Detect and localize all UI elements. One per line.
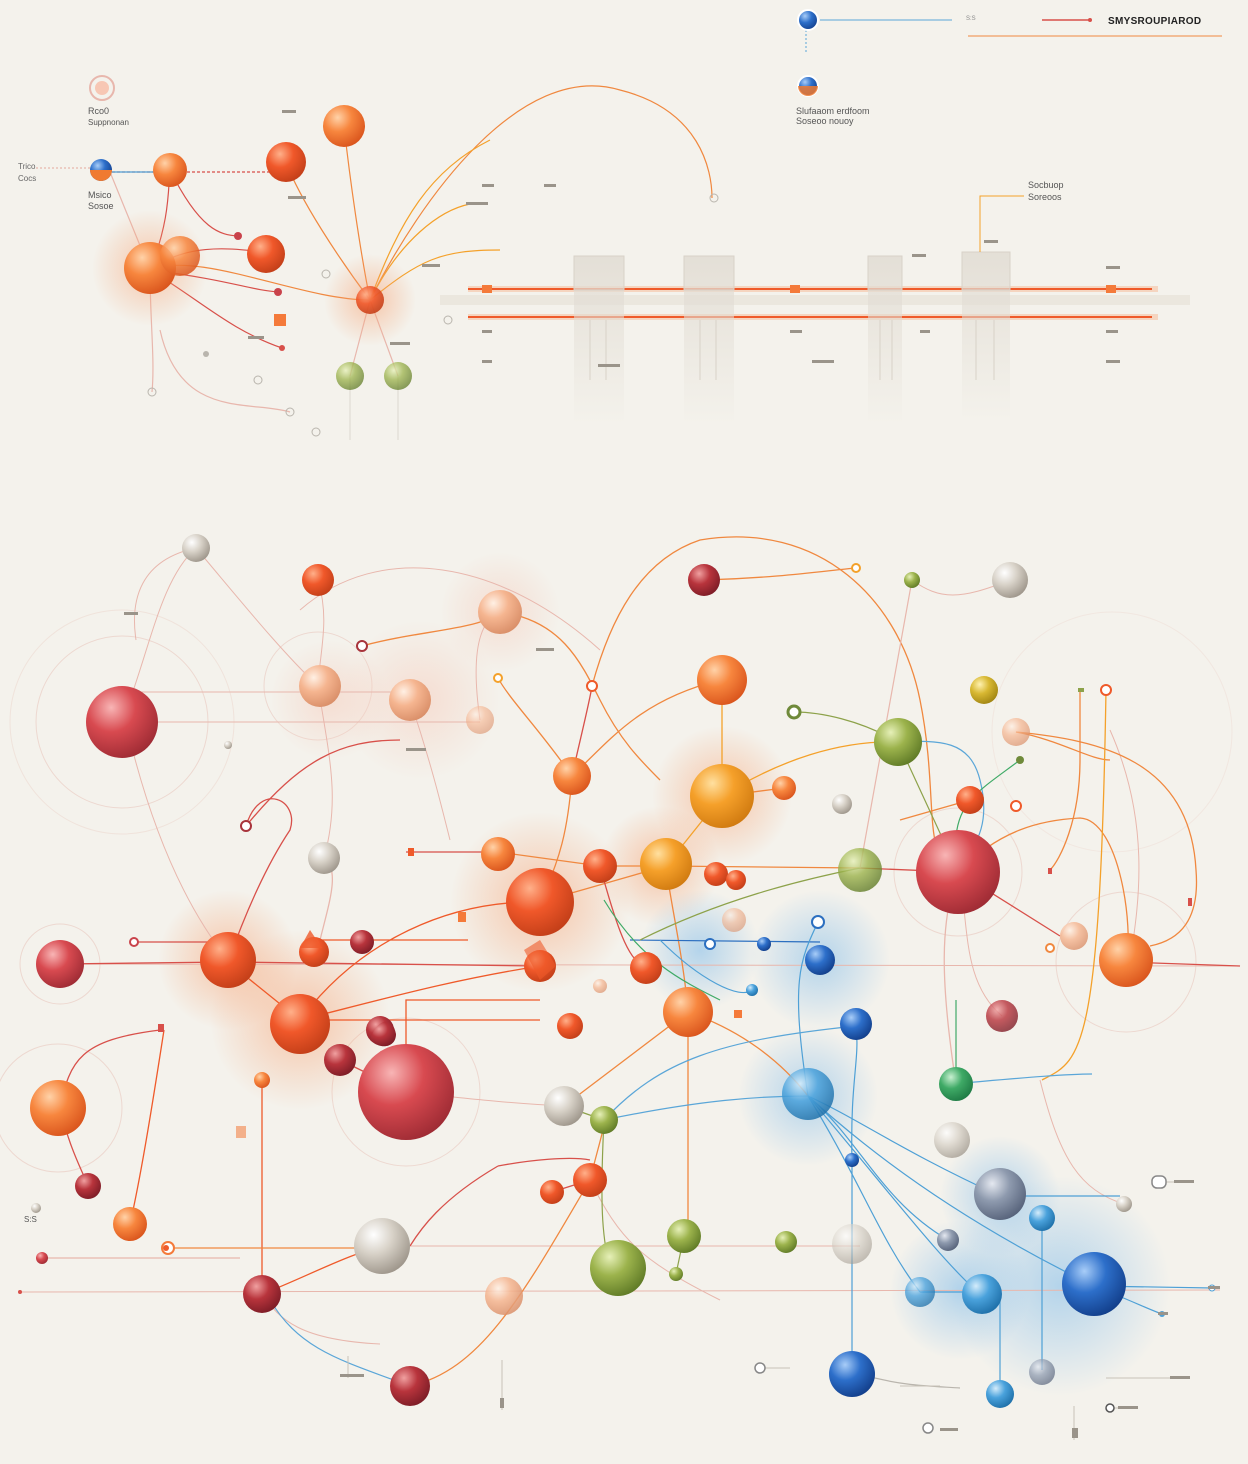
node — [266, 142, 306, 182]
node — [478, 590, 522, 634]
node — [336, 362, 364, 390]
node — [95, 81, 109, 95]
node — [640, 838, 692, 890]
node — [905, 1277, 935, 1307]
label-right-a: Socbuop — [1028, 180, 1064, 190]
nodes — [18, 534, 1216, 1434]
label-right-b: Soreoos — [1028, 192, 1062, 202]
node — [113, 1207, 147, 1241]
node — [829, 1351, 875, 1397]
node — [389, 679, 431, 721]
node — [390, 1366, 430, 1406]
node — [1002, 718, 1030, 746]
label-bottom-left: S:S — [24, 1215, 37, 1224]
node — [506, 868, 574, 936]
node — [690, 764, 754, 828]
node — [384, 362, 412, 390]
node — [992, 562, 1028, 598]
node — [934, 1122, 970, 1158]
node — [697, 655, 747, 705]
node — [805, 945, 835, 975]
label-mid-b: Sosoe — [88, 201, 114, 211]
node — [75, 1173, 101, 1199]
node — [270, 994, 330, 1054]
node — [937, 1229, 959, 1251]
node — [772, 776, 796, 800]
node — [160, 236, 200, 276]
node — [874, 718, 922, 766]
node — [247, 235, 285, 273]
node — [243, 1275, 281, 1313]
node — [308, 842, 340, 874]
node — [481, 837, 515, 871]
node — [832, 794, 852, 814]
node — [540, 1180, 564, 1204]
label-tl-sub: Suppnonan — [88, 118, 129, 127]
node — [324, 1044, 356, 1076]
node — [466, 706, 494, 734]
node — [544, 1086, 584, 1126]
node — [36, 940, 84, 988]
top-section — [36, 9, 1222, 440]
node — [1029, 1205, 1055, 1231]
node — [1029, 1359, 1055, 1385]
node — [630, 952, 662, 984]
node — [962, 1274, 1002, 1314]
node — [916, 830, 1000, 914]
node — [350, 930, 374, 954]
node — [1099, 933, 1153, 987]
label-mid-a: Msico — [88, 190, 112, 200]
label-left-a: Trico — [18, 162, 36, 171]
node — [299, 665, 341, 707]
node — [704, 862, 728, 886]
track — [274, 195, 1190, 426]
node — [986, 1380, 1014, 1408]
node — [986, 1000, 1018, 1032]
node — [840, 1008, 872, 1040]
node — [553, 757, 591, 795]
node — [302, 564, 334, 596]
label-tl-top: Rco0 — [88, 106, 110, 116]
node — [1060, 922, 1088, 950]
legend-tag: S:S — [966, 16, 976, 22]
legend-node-icon — [797, 9, 819, 31]
node — [485, 1277, 523, 1315]
node — [358, 1044, 454, 1140]
bottom-network — [0, 110, 1241, 1440]
node — [89, 75, 115, 101]
node — [557, 1013, 583, 1039]
node — [356, 286, 384, 314]
node — [939, 1067, 973, 1101]
node — [573, 1163, 607, 1197]
node — [354, 1218, 410, 1274]
node — [775, 1231, 797, 1253]
node — [956, 786, 984, 814]
node — [688, 564, 720, 596]
legend — [797, 9, 1222, 97]
node — [667, 1219, 701, 1253]
node — [86, 686, 158, 758]
node — [590, 1106, 618, 1134]
node — [200, 932, 256, 988]
node — [782, 1068, 834, 1120]
label-left-b: Cocs — [18, 174, 37, 183]
node — [726, 870, 746, 890]
node — [832, 1224, 872, 1264]
top-nodes — [89, 75, 719, 437]
node — [590, 1240, 646, 1296]
node — [974, 1168, 1026, 1220]
node — [1062, 1252, 1126, 1316]
legend-item-label: Slufaaom erdfoom Soseoo nouoy — [796, 106, 870, 127]
node — [323, 105, 365, 147]
node — [970, 676, 998, 704]
node — [663, 987, 713, 1037]
node — [583, 849, 617, 883]
node — [153, 153, 187, 187]
legend-title: SMYSROUPIAROD — [1108, 16, 1202, 27]
node — [182, 534, 210, 562]
node — [722, 908, 746, 932]
node — [30, 1080, 86, 1136]
node — [838, 848, 882, 892]
